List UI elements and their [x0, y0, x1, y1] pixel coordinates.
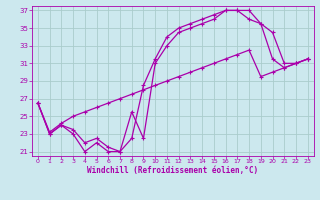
X-axis label: Windchill (Refroidissement éolien,°C): Windchill (Refroidissement éolien,°C): [87, 166, 258, 175]
